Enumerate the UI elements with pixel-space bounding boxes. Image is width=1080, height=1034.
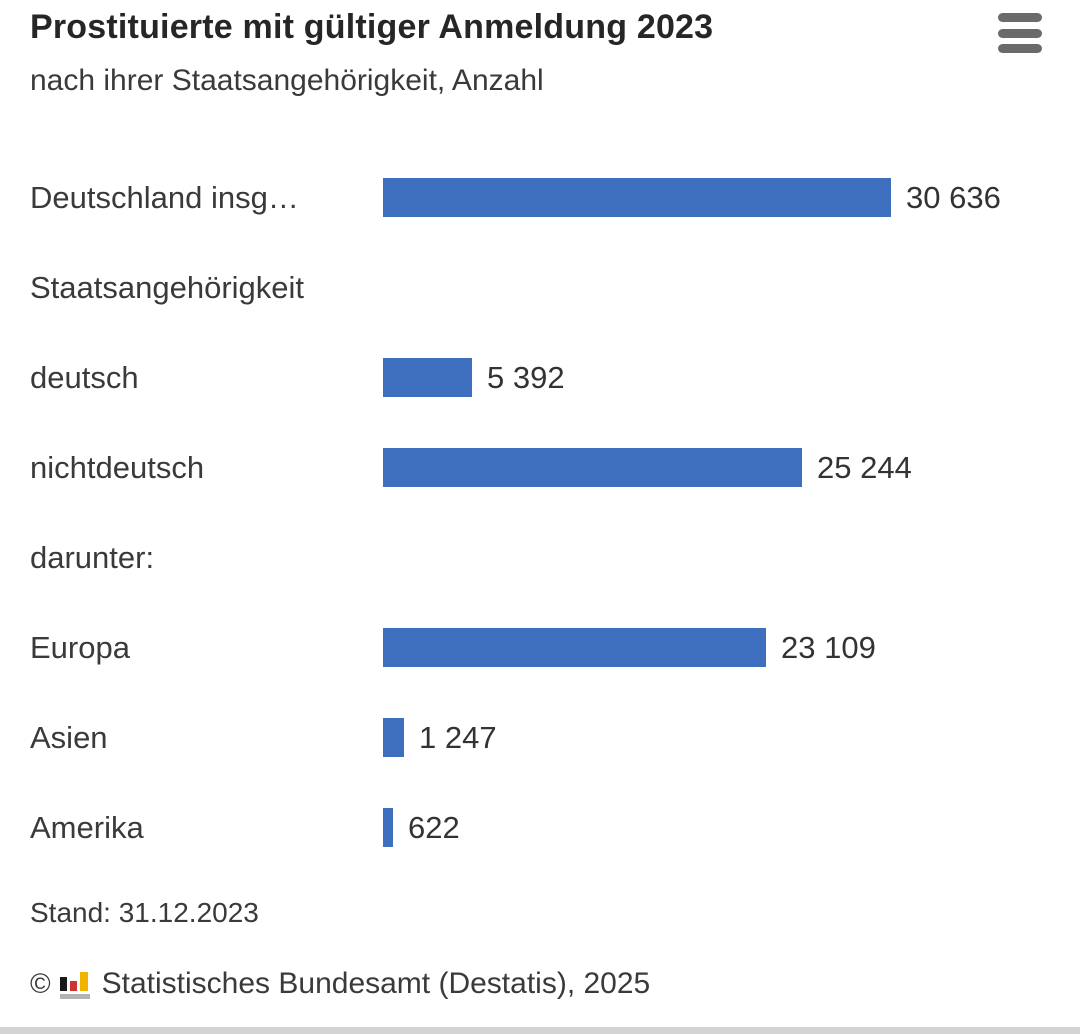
bar-value-label: 1 247 xyxy=(419,719,497,755)
bar[interactable] xyxy=(383,358,472,397)
bar-wrap: 25 244 xyxy=(383,448,912,487)
row-label: Staatsangehörigkeit xyxy=(30,269,305,305)
bar[interactable] xyxy=(383,808,393,847)
bar[interactable] xyxy=(383,628,766,667)
bar-wrap: 5 392 xyxy=(383,358,565,397)
bar-value-label: 25 244 xyxy=(817,449,912,485)
menu-bar-bottom xyxy=(998,44,1042,53)
bar-value-label: 23 109 xyxy=(781,629,876,665)
source-text: Statistisches Bundesamt (Destatis), 2025 xyxy=(101,966,651,1000)
chart-subtitle: nach ihrer Staatsangehörigkeit, Anzahl xyxy=(30,63,544,97)
chart-footer: Stand: 31.12.2023 © Statistisches Bundes… xyxy=(0,897,1080,1001)
row-label: Asien xyxy=(30,719,108,755)
chart-title: Prostituierte mit gültiger Anmeldung 202… xyxy=(30,8,714,46)
status-date: Stand: 31.12.2023 xyxy=(30,896,259,928)
chart-row: Deutschland insg… 30 636 xyxy=(30,153,1050,243)
copyright-symbol: © xyxy=(30,967,51,999)
bar[interactable] xyxy=(383,178,891,217)
bottom-divider xyxy=(0,1027,1080,1034)
row-label: nichtdeutsch xyxy=(30,449,205,485)
chart-row: Amerika 622 xyxy=(30,783,1050,873)
bar[interactable] xyxy=(383,448,802,487)
section-heading-row: Staatsangehörigkeit xyxy=(30,243,1050,333)
chart-rows: Deutschland insg… 30 636 Staatsangehörig… xyxy=(0,153,1080,873)
chart-row: Europa 23 109 xyxy=(30,603,1050,693)
bar-value-label: 5 392 xyxy=(487,359,565,395)
chart-row: Asien 1 247 xyxy=(30,693,1050,783)
menu-bar-middle xyxy=(998,28,1042,38)
chart-header: Prostituierte mit gültiger Anmeldung 202… xyxy=(0,0,1080,99)
row-label: Amerika xyxy=(30,809,144,845)
menu-bar-top xyxy=(998,13,1042,22)
hamburger-menu-icon[interactable] xyxy=(998,13,1044,53)
copyright-line: © Statistisches Bundesamt (Destatis), 20… xyxy=(30,967,1050,1001)
chart-row: nichtdeutsch 25 244 xyxy=(30,423,1050,513)
bar-wrap: 622 xyxy=(383,808,460,847)
bar-value-label: 30 636 xyxy=(906,179,1001,215)
row-label: darunter: xyxy=(30,539,155,575)
row-label: Europa xyxy=(30,629,130,665)
chart-row: deutsch 5 392 xyxy=(30,333,1050,423)
destatis-bar-chart-logo-icon xyxy=(59,971,90,999)
bar-wrap: 30 636 xyxy=(383,178,1001,217)
bar-value-label: 622 xyxy=(408,809,460,845)
row-label: Deutschland insg… xyxy=(30,179,299,215)
bar-wrap: 23 109 xyxy=(383,628,876,667)
row-label: deutsch xyxy=(30,359,139,395)
bar[interactable] xyxy=(383,718,404,757)
bar-wrap: 1 247 xyxy=(383,718,497,757)
section-heading-row: darunter: xyxy=(30,513,1050,603)
